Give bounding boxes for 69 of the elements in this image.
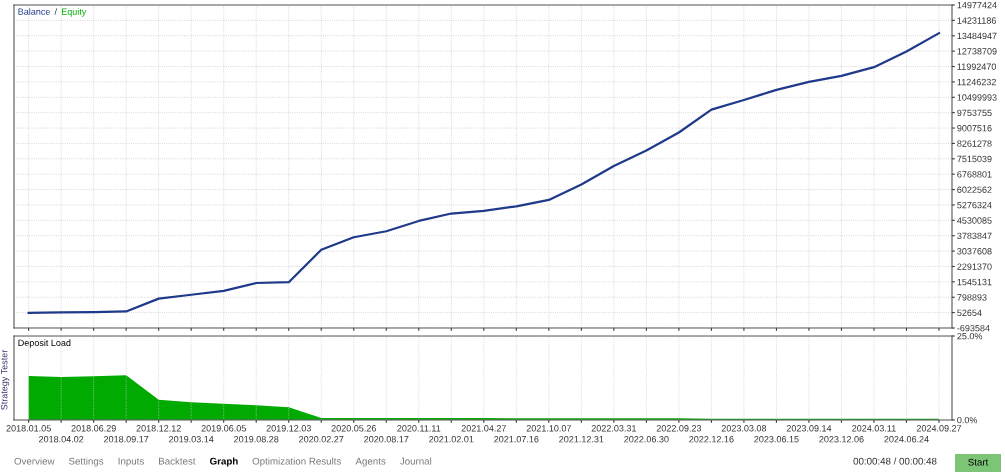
x-tick-label: 2023.06.15 — [754, 436, 799, 443]
text: Graph — [210, 457, 238, 467]
y-tick-label: 0.0% — [957, 416, 978, 424]
x-tick-label: 2019.06.05 — [201, 425, 246, 432]
text: Overview — [14, 457, 55, 465]
x-tick-label: 2022.09.23 — [656, 425, 702, 432]
text: 00:00:48 / 00:00:48 — [853, 457, 937, 465]
y-tick-label: 25.0% — [957, 332, 983, 340]
text: Inputs — [118, 457, 144, 467]
x-tick-label: 2020.08.17 — [364, 436, 409, 443]
x-tick-label: 2020.02.27 — [299, 436, 344, 443]
x-tick-label: 2018.06.29 — [71, 425, 116, 432]
y-tick-label: 5276324 — [957, 201, 992, 209]
y-tick-label: -693584 — [957, 324, 990, 332]
x-tick-label: 2020.05.26 — [331, 425, 376, 432]
y-tick-label: 8261278 — [957, 140, 992, 147]
x-tick-label: 2018.04.02 — [39, 436, 84, 443]
y-tick-label: 10499993 — [957, 94, 997, 101]
y-tick-label: 52654 — [957, 309, 982, 316]
x-tick-label: 2018.09.17 — [104, 436, 149, 443]
y-tick-label: 9007516 — [957, 125, 992, 132]
x-tick-label: 2024.09.27 — [916, 425, 962, 432]
y-tick-label: 12738709 — [957, 48, 997, 55]
text: Strategy Tester — [1, 349, 10, 410]
x-tick-label: 2018.01.05 — [6, 425, 51, 432]
x-tick-label: 2022.12.16 — [689, 436, 734, 443]
y-tick-label: 11992470 — [957, 63, 997, 70]
y-tick-label: 14231186 — [957, 17, 996, 24]
x-tick-label: 2019.12.03 — [266, 425, 311, 432]
x-tick-label: 2023.12.06 — [819, 436, 864, 443]
x-tick-label: 2024.06.24 — [884, 436, 929, 443]
legend-label: Equity — [61, 8, 87, 17]
y-tick-label: 13484947 — [957, 32, 997, 40]
text: Journal — [400, 457, 432, 465]
text: Start — [968, 458, 989, 466]
y-tick-label: 11246232 — [957, 78, 996, 86]
x-tick-label: 2024.03.11 — [852, 425, 896, 432]
chart-title: Deposit Load — [18, 339, 71, 348]
x-tick-label: 2022.03.31 — [591, 425, 637, 432]
y-tick-label: 3037608 — [957, 248, 992, 255]
y-tick-label: 798893 — [957, 294, 987, 301]
x-tick-label: 2023.09.14 — [786, 425, 832, 432]
x-tick-label: 2020.11.11 — [397, 425, 441, 432]
x-tick-label: 2021.02.01 — [429, 436, 474, 443]
y-tick-label: 4530085 — [957, 217, 992, 224]
x-tick-label: 2018.12.12 — [136, 425, 181, 432]
text: Optimization Results — [252, 457, 341, 467]
y-tick-label: 2291370 — [957, 263, 992, 270]
y-tick-label: 1545131 — [957, 278, 992, 286]
x-tick-label: 2021.12.31 — [559, 436, 604, 443]
text: Settings — [68, 457, 104, 467]
text: Backtest — [159, 457, 196, 465]
y-tick-label: 6768801 — [957, 171, 992, 178]
text: Agents — [355, 457, 386, 467]
y-tick-label: 3783847 — [957, 232, 992, 240]
y-tick-label: 6022562 — [957, 186, 992, 193]
x-tick-label: 2021.04.27 — [461, 425, 506, 432]
x-tick-label: 2021.07.16 — [494, 436, 539, 443]
x-tick-label: 2019.08.28 — [234, 436, 279, 443]
y-tick-label: 9753755 — [957, 109, 992, 117]
y-tick-label: 7515039 — [957, 155, 992, 163]
x-tick-label: 2021.10.07 — [526, 425, 571, 432]
x-tick-label: 2023.03.08 — [721, 425, 767, 432]
y-tick-label: 14977424 — [957, 1, 997, 9]
x-tick-label: 2022.06.30 — [624, 436, 669, 443]
x-tick-label: 2019.03.14 — [169, 436, 214, 443]
annotation: / — [54, 8, 58, 15]
text: Balance — [18, 8, 50, 15]
line-series — [27, 32, 941, 314]
